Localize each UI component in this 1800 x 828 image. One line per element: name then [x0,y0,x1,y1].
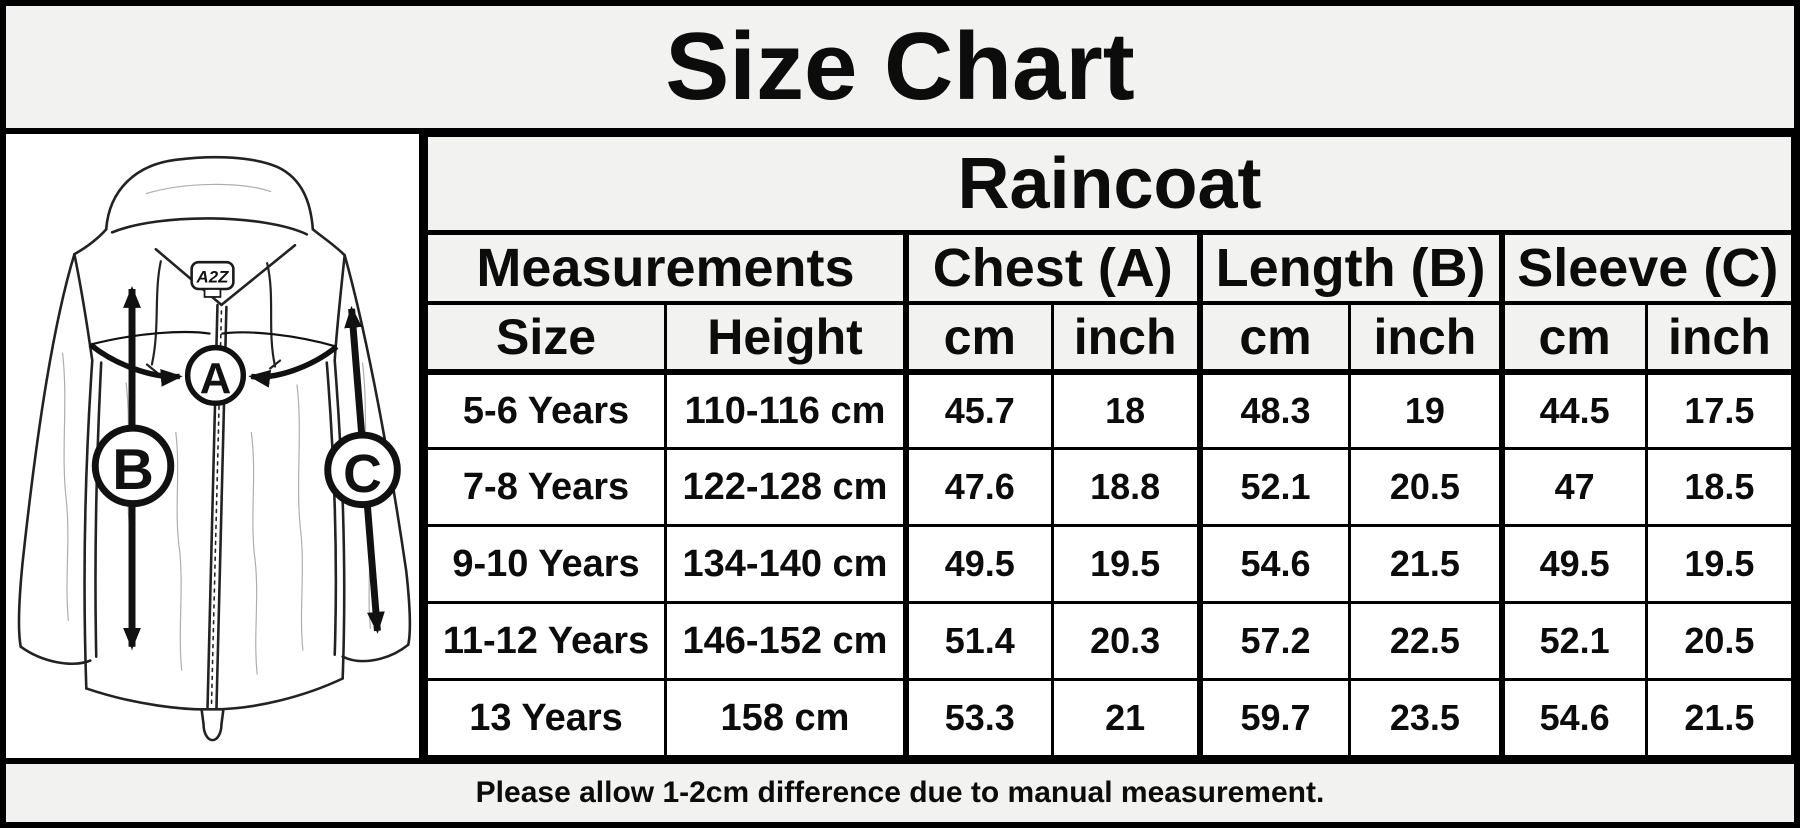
length-cm-cell: 54.6 [1196,524,1352,605]
sleeve-inch-cell: 17.5 [1644,370,1795,451]
chest-inch-cell: 18 [1050,370,1202,451]
sleeve-cm-cell: 54.6 [1498,678,1648,758]
chest-cm-cell: 47.6 [902,447,1054,528]
sleeve-cm-cell: 52.1 [1498,601,1648,682]
chest-inch-cell: 21 [1050,678,1202,758]
sleeve-marker-circle [324,431,401,509]
size-cell: 9-10 Years [424,524,668,605]
length-marker-circle [91,424,175,508]
col-header-chest-cm: cm [902,301,1054,376]
col-header-length-inch: inch [1348,301,1503,376]
size-table: Raincoat Measurements Chest (A) Length (… [424,133,1795,758]
size-cell: 7-8 Years [424,447,668,528]
size-table-panel: Raincoat Measurements Chest (A) Length (… [424,133,1795,758]
length-cm-cell: 57.2 [1196,601,1352,682]
table-row: 7-8 Years 122-128 cm 47.6 18.8 52.1 20.5… [424,447,1795,528]
length-inch-cell: 20.5 [1348,447,1503,528]
height-cell: 146-152 cm [664,601,908,682]
col-header-height: Height [664,301,908,376]
height-cell: 134-140 cm [664,524,908,605]
main-area: A2Z A [6,133,1795,758]
col-header-length-cm: cm [1196,301,1352,376]
length-cm-cell: 48.3 [1196,370,1352,451]
length-inch-cell: 21.5 [1348,524,1503,605]
chest-cm-cell: 49.5 [902,524,1054,605]
table-row: 11-12 Years 146-152 cm 51.4 20.3 57.2 22… [424,601,1795,682]
chest-arrow-left [88,342,183,387]
chest-cm-cell: 53.3 [902,678,1054,758]
brand-logo-text: A2Z [196,268,230,287]
length-cm-cell: 59.7 [1196,678,1352,758]
page-title: Size Chart [6,6,1794,134]
col-group-length: Length (B) [1196,231,1503,305]
col-header-sleeve-cm: cm [1498,301,1648,376]
chest-marker-label: A [200,354,232,403]
table-row: 13 Years 158 cm 53.3 21 59.7 23.5 54.6 2… [424,678,1795,758]
sleeve-marker-label: C [343,444,382,504]
height-cell: 122-128 cm [664,447,908,528]
sleeve-inch-cell: 18.5 [1644,447,1795,528]
chest-inch-cell: 19.5 [1050,524,1202,605]
sleeve-inch-cell: 21.5 [1644,678,1795,758]
col-group-chest: Chest (A) [902,231,1202,305]
table-row: 9-10 Years 134-140 cm 49.5 19.5 54.6 21.… [424,524,1795,605]
size-cell: 5-6 Years [424,370,668,451]
raincoat-diagram: A2Z A [17,155,412,742]
sleeve-cm-cell: 49.5 [1498,524,1648,605]
col-group-sleeve: Sleeve (C) [1498,231,1794,305]
chest-arrow-right [248,344,339,388]
height-cell: 158 cm [664,678,908,758]
jacket-shading [61,183,372,675]
size-cell: 13 Years [424,678,668,758]
chest-marker-circle [184,344,247,407]
sleeve-cm-cell: 44.5 [1498,370,1648,451]
col-group-measurements: Measurements [424,231,908,305]
col-header-sleeve-inch: inch [1644,301,1795,376]
chest-inch-cell: 18.8 [1050,447,1202,528]
length-cm-cell: 52.1 [1196,447,1352,528]
length-inch-cell: 19 [1348,370,1503,451]
length-inch-cell: 22.5 [1348,601,1503,682]
brand-logo: A2Z [190,260,235,298]
col-header-chest-inch: inch [1050,301,1202,376]
sleeve-inch-cell: 20.5 [1644,601,1795,682]
sleeve-cm-cell: 47 [1498,447,1648,528]
length-marker-label: B [112,438,154,502]
chest-inch-cell: 20.3 [1050,601,1202,682]
size-cell: 11-12 Years [424,601,668,682]
sleeve-inch-cell: 19.5 [1644,524,1795,605]
measurement-note: Please allow 1-2cm difference due to man… [6,758,1794,822]
height-cell: 110-116 cm [664,370,908,451]
length-inch-cell: 23.5 [1348,678,1503,758]
chest-cm-cell: 45.7 [902,370,1054,451]
col-header-size: Size [424,301,668,376]
raincoat-diagram-panel: A2Z A [6,134,425,758]
product-title: Raincoat [425,133,1794,236]
chest-cm-cell: 51.4 [902,601,1054,682]
table-row: 5-6 Years 110-116 cm 45.7 18 48.3 19 44.… [424,370,1795,451]
